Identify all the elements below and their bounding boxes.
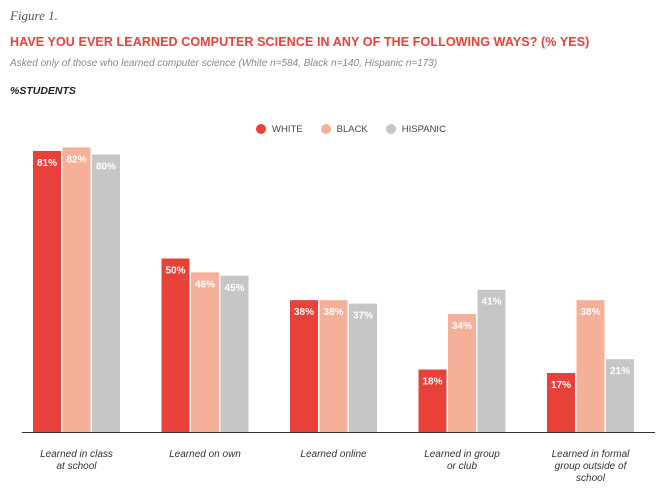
legend-label-white: WHITE	[272, 123, 303, 135]
legend-item-black: BLACK	[320, 123, 368, 135]
value-label-hispanic-1: 80%	[96, 161, 116, 172]
value-label-hispanic-3: 37%	[353, 311, 373, 322]
legend-label-black: BLACK	[336, 123, 368, 135]
bar-black-4	[448, 314, 476, 432]
legend-item-white: WHITE	[256, 124, 303, 135]
bar-white-1	[33, 150, 61, 432]
value-label-black-5: 38%	[580, 307, 600, 318]
value-label-hispanic-5: 21%	[610, 366, 630, 377]
legend-swatch-white	[256, 124, 266, 134]
legend-item-hispanic: HISPANIC	[385, 123, 446, 135]
bar-white-2	[161, 258, 190, 432]
value-label-white-1: 81%	[37, 158, 57, 169]
legend-swatch-hispanic	[385, 124, 396, 134]
value-label-white-3: 38%	[294, 307, 314, 318]
value-label-white-5: 17%	[551, 380, 571, 391]
value-label-hispanic-4: 41%	[481, 297, 501, 308]
bar-white-3	[290, 300, 318, 432]
chart-subtitle: Asked only of those who learned computer…	[10, 58, 438, 69]
bar-black-1	[62, 147, 91, 432]
category-label-4: Learned in group or club	[424, 449, 500, 472]
category-label-1: Learned in class at school	[40, 449, 113, 472]
figure-label: Figure 1.	[10, 8, 58, 23]
legend-label-hispanic: HISPANIC	[401, 123, 446, 135]
bar-white-5	[547, 373, 575, 432]
bar-hispanic-4	[477, 289, 506, 432]
chart-title: HAVE YOU EVER LEARNED COMPUTER SCIENCE I…	[10, 35, 590, 49]
value-label-black-1: 82%	[66, 154, 86, 165]
bar-black-2	[191, 272, 219, 432]
bar-hispanic-1	[92, 154, 120, 432]
bar-hispanic-3	[349, 303, 377, 432]
value-label-black-2: 46%	[195, 279, 215, 290]
category-label-5: Learned in formal group outside of school	[552, 449, 631, 484]
bar-black-3	[319, 300, 348, 432]
value-label-white-4: 18%	[422, 377, 442, 388]
value-label-black-4: 34%	[452, 321, 472, 332]
bar-white-4	[418, 369, 447, 432]
category-label-3: Learned online	[300, 449, 367, 460]
legend-swatch-black	[320, 124, 331, 134]
category-label-2: Learned on own	[169, 449, 241, 460]
y-axis-label: %STUDENTS	[10, 85, 76, 97]
legend: WHITE BLACK HISPANIC	[256, 122, 464, 136]
bar-hispanic-2	[220, 275, 249, 432]
value-label-white-2: 50%	[165, 266, 185, 277]
bar-hispanic-5	[606, 359, 634, 432]
bar-black-5	[576, 300, 605, 432]
value-label-black-3: 38%	[323, 307, 343, 318]
value-label-hispanic-2: 45%	[224, 283, 244, 294]
